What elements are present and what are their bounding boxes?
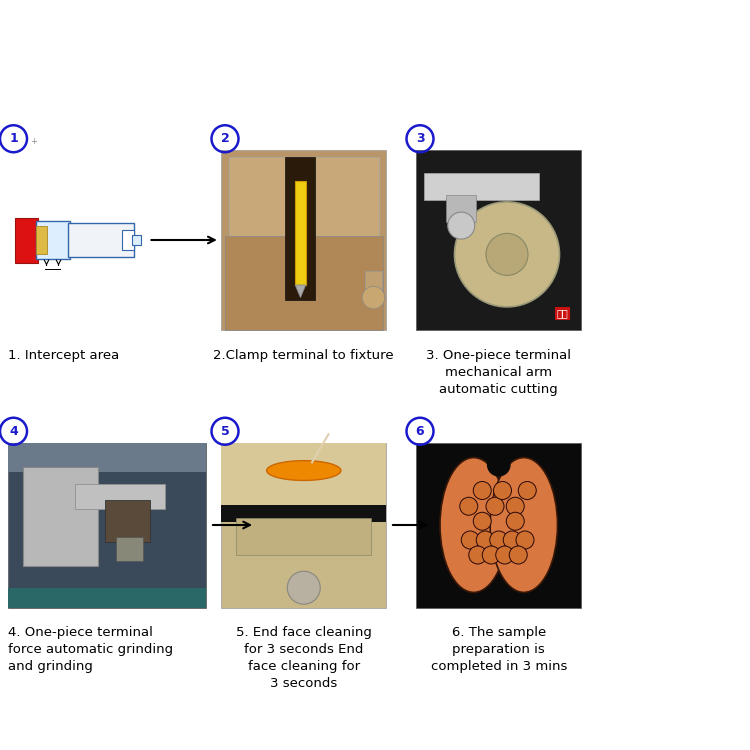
- Circle shape: [516, 531, 534, 549]
- Circle shape: [496, 546, 514, 564]
- Circle shape: [486, 497, 504, 515]
- Bar: [416, 442, 581, 608]
- Text: 3: 3: [416, 132, 424, 146]
- Circle shape: [287, 572, 320, 604]
- Bar: [116, 536, 142, 561]
- Text: ': ': [227, 544, 230, 555]
- Text: 正确: 正确: [556, 308, 568, 319]
- Bar: [15, 217, 38, 262]
- Ellipse shape: [440, 458, 507, 592]
- Bar: [424, 173, 539, 200]
- Bar: [221, 150, 386, 330]
- Circle shape: [473, 512, 491, 530]
- Bar: [8, 442, 206, 608]
- Bar: [22, 467, 98, 566]
- Text: 5: 5: [220, 424, 230, 438]
- Bar: [8, 588, 206, 608]
- Circle shape: [473, 482, 491, 500]
- Bar: [296, 181, 306, 285]
- Circle shape: [454, 202, 560, 307]
- Bar: [221, 506, 386, 522]
- Bar: [36, 221, 70, 259]
- Circle shape: [461, 531, 479, 549]
- Bar: [68, 224, 134, 256]
- Circle shape: [509, 546, 527, 564]
- Text: 3. One-piece terminal
mechanical arm
automatic cutting: 3. One-piece terminal mechanical arm aut…: [426, 349, 572, 396]
- Text: +: +: [30, 136, 37, 146]
- Text: ': ': [227, 478, 230, 489]
- Bar: [8, 150, 206, 330]
- Ellipse shape: [490, 458, 557, 592]
- Circle shape: [487, 453, 511, 476]
- Circle shape: [448, 212, 475, 239]
- Bar: [122, 230, 134, 250]
- Bar: [225, 236, 382, 330]
- Circle shape: [469, 546, 487, 564]
- Circle shape: [362, 286, 385, 309]
- Bar: [286, 158, 316, 300]
- Text: 5. End face cleaning
for 3 seconds End
face cleaning for
3 seconds: 5. End face cleaning for 3 seconds End f…: [236, 626, 372, 690]
- Circle shape: [506, 497, 524, 515]
- Text: 6: 6: [416, 424, 424, 438]
- Circle shape: [486, 233, 528, 275]
- Bar: [105, 500, 150, 542]
- Text: 4: 4: [9, 424, 18, 438]
- Bar: [236, 518, 371, 555]
- Circle shape: [490, 531, 508, 549]
- Text: 1: 1: [9, 132, 18, 146]
- Bar: [416, 150, 581, 330]
- Circle shape: [494, 482, 512, 500]
- Circle shape: [518, 482, 536, 500]
- Circle shape: [506, 512, 524, 530]
- Text: ': ': [227, 512, 230, 522]
- Text: 4. One-piece terminal
force automatic grinding
and grinding: 4. One-piece terminal force automatic gr…: [8, 626, 172, 674]
- Bar: [221, 442, 386, 509]
- Ellipse shape: [267, 460, 340, 481]
- Text: 2.Clamp terminal to fixture: 2.Clamp terminal to fixture: [214, 349, 394, 361]
- Bar: [229, 158, 379, 236]
- Bar: [446, 195, 476, 222]
- Circle shape: [476, 531, 494, 549]
- Polygon shape: [296, 285, 306, 298]
- Text: 1. Intercept area: 1. Intercept area: [8, 349, 118, 361]
- Bar: [221, 442, 386, 608]
- Bar: [8, 442, 206, 472]
- Circle shape: [482, 546, 500, 564]
- Text: 2: 2: [220, 132, 230, 146]
- Bar: [36, 226, 46, 254]
- Bar: [75, 484, 165, 508]
- Bar: [132, 235, 141, 245]
- Bar: [365, 272, 382, 294]
- Circle shape: [503, 531, 521, 549]
- Circle shape: [460, 497, 478, 515]
- Text: 6. The sample
preparation is
completed in 3 mins: 6. The sample preparation is completed i…: [430, 626, 567, 674]
